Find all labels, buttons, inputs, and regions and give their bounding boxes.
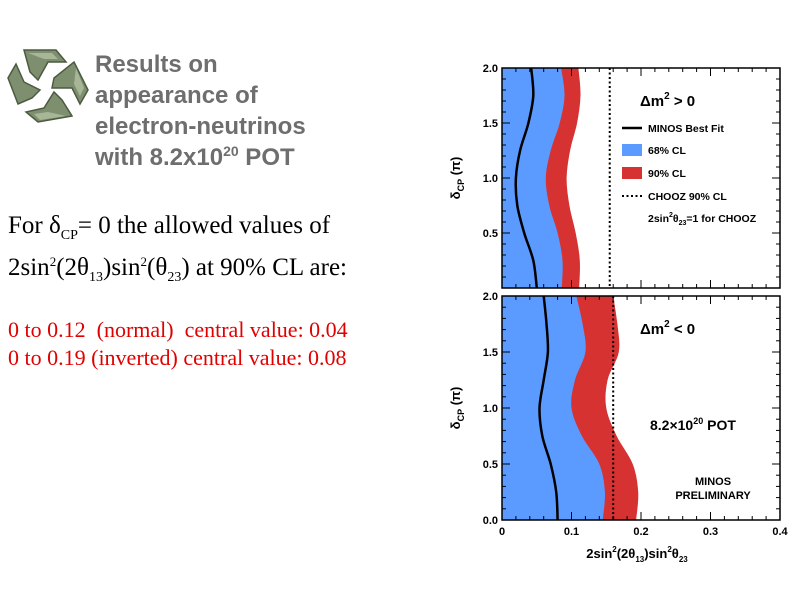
legend-cl90-label: 90% CL [648,168,687,180]
panel-label-exp: 2 [664,91,670,102]
legend-cl68-label: 68% CL [648,145,687,157]
title-line-4-suffix: POT [238,144,295,171]
cl68-band-inverted [502,296,605,520]
x-label-c: )sin [644,546,667,561]
pot-annotation-suffix: POT [703,417,736,433]
chooz-note-c: =1 for CHOOZ [686,213,756,225]
chooz-note-sub: 23 [679,220,687,227]
intro-l1-b: = 0 the allowed values of [77,212,331,239]
intro-l1-a: For δ [8,212,61,239]
y-axis-label-sub: CP [456,179,466,192]
intro-l2-c: )sin [103,254,141,281]
legend-best-fit-label: MINOS Best Fit [648,123,724,135]
y-axis-label-suffix: (π) [448,387,463,409]
chooz-note-a: 2sin [648,213,669,225]
intro-l2-sub2: 23 [167,270,182,285]
x-label-sub1: 13 [635,555,644,564]
panel-label-prefix: Δm [640,321,664,338]
y-tick-label: 1.5 [483,347,498,359]
triskelion-logo-icon [7,49,89,123]
x-label-exp2: 2 [667,545,672,554]
result-inverted: 0 to 0.19 (inverted) central value: 0.08 [8,345,347,370]
legend-cl68-swatch [622,144,642,156]
y-axis-label-normal: δCP (π) [448,157,466,200]
cl68-band-normal [502,68,565,288]
y-tick-label: 0.5 [483,459,498,471]
result-normal: 0 to 0.12 (normal) central value: 0.04 [8,317,348,342]
intro-l2-a: 2sin [8,254,50,281]
y-tick-label: 1.0 [483,173,498,185]
y-tick-label: 0.0 [483,515,498,527]
y-axis-label-suffix: (π) [448,157,463,179]
x-tick-label: 0.2 [633,526,648,538]
pot-annotation-exp: 20 [693,416,703,426]
panel-label-prefix: Δm [640,93,664,110]
intro-l2-sup2: 2 [140,254,148,269]
intro-line-2: 2sin2(2θ13)sin2(θ23) at 90% CL are: [8,247,438,289]
y-tick-label: 0.5 [483,228,498,240]
title-line-4: with 8.2x1020 POT [95,142,395,173]
preliminary-label-line2: PRELIMINARY [675,490,751,502]
y-axis-label-main: δ [448,421,463,429]
results-text: 0 to 0.12 (normal) central value: 0.04 0… [8,316,438,372]
y-axis-label-inverted: δCP (π) [448,387,466,430]
legend-cl90-swatch [622,167,642,179]
legend-chooz-label: CHOOZ 90% CL [648,191,727,203]
panel-label-suffix: < 0 [670,321,695,338]
x-label-exp1: 2 [612,545,617,554]
panel-label-exp: 2 [664,319,670,330]
x-label-b: (2θ [617,546,636,561]
pot-annotation-prefix: 8.2×10 [650,417,693,433]
preliminary-label-line1: MINOS [695,476,731,488]
x-label-a: 2sin [586,546,612,561]
panel-label-inverted: Δm2 < 0 [640,319,695,338]
intro-line-1: For δCP= 0 the allowed values of [8,205,438,247]
title-line-4-exponent: 20 [223,143,239,159]
x-label-sub2: 23 [679,555,688,564]
y-tick-label: 1.0 [483,403,498,415]
title-line-4-prefix: with 8.2x10 [95,144,224,171]
x-axis-label: 2sin2(2θ13)sin2θ23 [586,545,688,564]
title-line-1: Results on [95,51,218,78]
intro-l2-b: (2θ [56,254,89,281]
title-line-2: appearance of [95,82,258,109]
title-line-3: electron-neutrinos [95,113,306,140]
x-label-d: θ [672,546,679,561]
y-axis-label-main: δ [448,191,463,199]
y-tick-label: 2.0 [483,63,498,75]
legend-chooz-note: 2sin2θ23=1 for CHOOZ [648,212,757,227]
x-tick-label: 0.4 [772,526,788,538]
intro-l2-sup1: 2 [49,254,57,269]
panel-label-suffix: > 0 [670,93,695,110]
x-tick-label: 0.3 [703,526,718,538]
intro-l2-e: ) at 90% CL are: [181,254,347,281]
y-tick-label: 1.5 [483,118,498,130]
x-tick-label: 0 [499,526,505,538]
chooz-note-exp: 2 [669,212,673,219]
slide-title: Results on appearance of electron-neutri… [95,49,395,173]
chooz-note-b: θ [673,213,679,225]
y-axis-label-sub: CP [456,409,466,422]
plot-area [502,68,611,288]
plot-area [502,296,639,520]
best-fit-line-normal [514,68,539,288]
x-tick-label: 0.1 [564,526,579,538]
intro-l2-sub1: 13 [89,270,103,285]
y-tick-label: 2.0 [483,291,498,303]
intro-l1-sub: CP [60,228,78,243]
pot-annotation: 8.2×1020 POT [650,416,736,433]
panel-label-normal: Δm2 > 0 [640,91,695,110]
intro-text: For δCP= 0 the allowed values of 2sin2(2… [8,205,438,289]
best-fit-line-inverted [538,296,559,520]
intro-l2-d: (θ [147,254,168,281]
